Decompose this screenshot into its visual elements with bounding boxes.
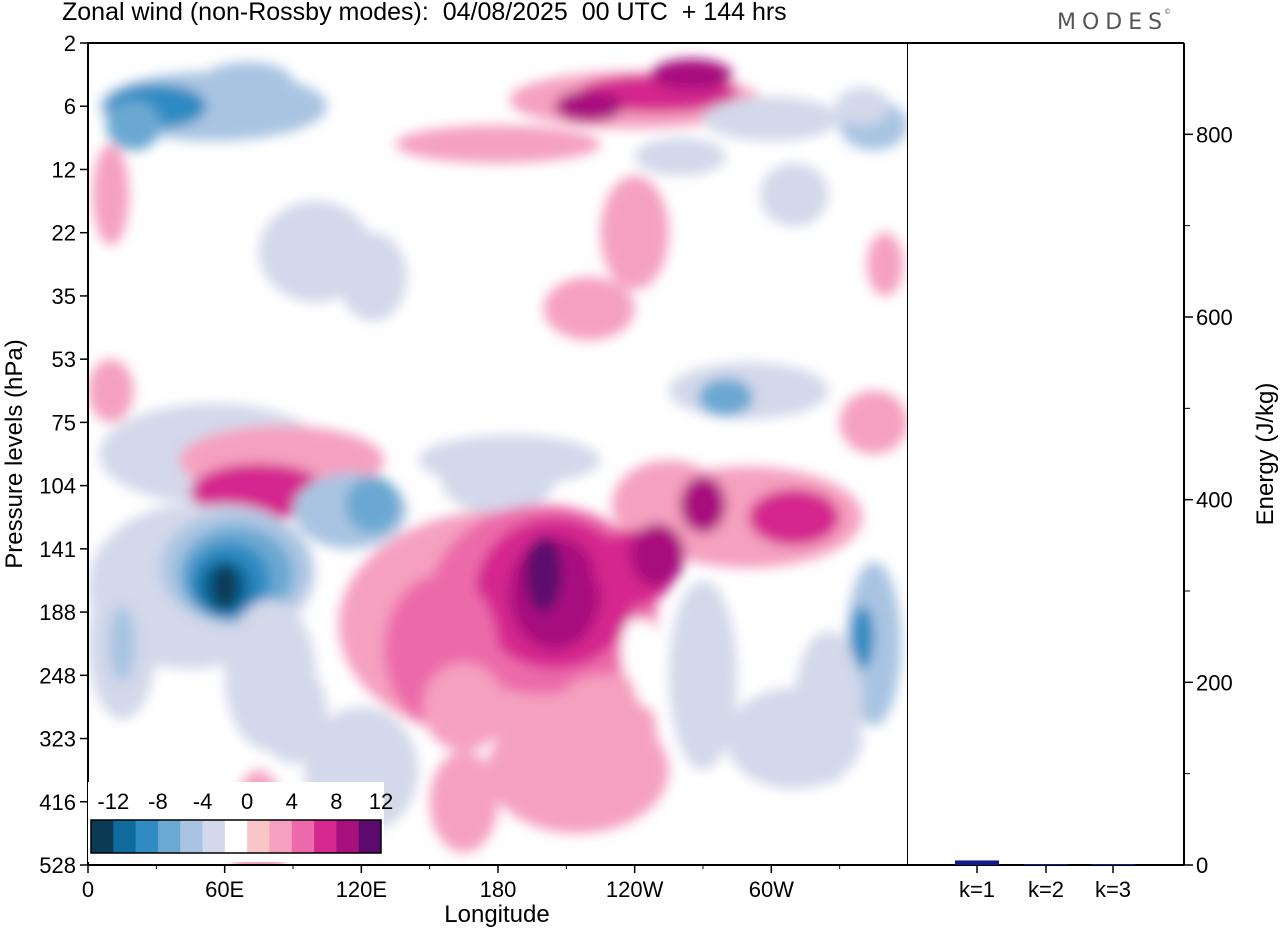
colorbar-swatch [291, 820, 315, 853]
wind-contour [621, 618, 649, 682]
y-tick-label: 35 [52, 284, 76, 309]
colorbar-swatch [180, 820, 204, 853]
energy-tick-label: 800 [1196, 122, 1233, 147]
colorbar-label: 8 [330, 789, 342, 814]
wind-contour [835, 87, 890, 126]
colorbar-swatch [314, 820, 337, 853]
colorbar: -12 -8 -4 0 4 8 12 [88, 782, 393, 862]
wind-contour [211, 564, 239, 609]
colorbar-swatch [358, 820, 382, 853]
colorbar-label: 4 [286, 789, 298, 814]
pressure-axis: 2 6 12 22 35 53 75 104 141 188 248 323 416 528 [39, 31, 88, 878]
energy-tick-label: 400 [1196, 488, 1233, 513]
energy-tick-label: 600 [1196, 305, 1233, 330]
colorbar-swatch [91, 820, 114, 853]
energy-bar [1024, 864, 1068, 865]
longitude-axis: 0 60E 120E 180 120W 60W [82, 865, 841, 902]
energy-category-label: k=3 [1095, 877, 1131, 902]
colorbar-swatch [157, 820, 181, 853]
x-tick-label: 120W [606, 877, 664, 902]
wind-contour [525, 536, 562, 613]
wind-contour [748, 488, 840, 546]
wind-contour [650, 58, 733, 91]
wind-contour [486, 706, 669, 834]
wind-contour [839, 390, 908, 454]
energy-bar [955, 860, 999, 865]
wind-contour [429, 751, 499, 853]
y-tick-label: 53 [52, 347, 76, 372]
y-tick-label: 75 [52, 410, 76, 435]
x-tick-label: 120E [336, 877, 387, 902]
wind-contour [668, 580, 738, 771]
x-tick-label: 180 [480, 877, 517, 902]
wind-contour [634, 137, 726, 176]
colorbar-label: -8 [148, 789, 168, 814]
wind-contours [88, 58, 908, 865]
energy-category-label: k=1 [959, 877, 995, 902]
y-tick-label: 188 [39, 600, 76, 625]
y-tick-label: 12 [52, 157, 76, 182]
energy-category-label: k=2 [1028, 877, 1064, 902]
wind-contour [851, 605, 874, 669]
y-tick-label: 528 [39, 853, 76, 878]
colorbar-swatch [224, 820, 248, 853]
y-tick-label: 2 [64, 31, 76, 56]
x-tick-label: 0 [82, 877, 94, 902]
wind-contour [395, 125, 601, 164]
colorbar-swatch [202, 820, 226, 853]
colorbar-swatch [269, 820, 293, 853]
wind-contour [441, 444, 555, 515]
y-tick-label: 6 [64, 94, 76, 119]
colorbar-swatch [336, 820, 360, 853]
wind-contour [422, 662, 505, 752]
colorbar-swatch [247, 820, 270, 853]
colorbar-label: -12 [97, 789, 129, 814]
wind-contour [600, 175, 669, 290]
wind-contour [201, 61, 293, 100]
x-axis-label: Longitude [444, 901, 549, 928]
energy-tick-label: 0 [1196, 853, 1208, 878]
colorbar-label: 0 [241, 789, 253, 814]
wind-contour [106, 99, 161, 151]
heatmap [88, 43, 908, 865]
wind-contour [88, 359, 134, 423]
y-tick-label: 416 [39, 790, 76, 815]
wind-contour [258, 662, 328, 764]
y-tick-label: 141 [39, 537, 76, 562]
energy-bar-chart: 0 200 400 600 800 k=1 k=2 k=3 [955, 122, 1233, 902]
x-tick-label: 60E [205, 877, 244, 902]
y-tick-label: 248 [39, 663, 76, 688]
y-tick-label: 22 [52, 221, 76, 246]
wind-contour [630, 523, 685, 587]
wind-contour [543, 276, 635, 341]
y-axis-label: Pressure levels (hPa) [1, 339, 28, 568]
wind-contour [759, 163, 829, 227]
wind-contour [725, 687, 863, 790]
logo-text: MODES [1057, 10, 1169, 35]
energy-axis-label: Energy (J/kg) [1252, 383, 1279, 526]
wind-contour [338, 232, 407, 322]
wind-contour [554, 90, 624, 123]
wind-contour [698, 378, 754, 417]
wind-contour [703, 96, 840, 142]
y-tick-label: 104 [39, 474, 76, 499]
colorbar-swatch [113, 820, 137, 853]
chart-title: Zonal wind (non-Rossby modes): 04/08/202… [62, 0, 787, 26]
wind-contour [92, 144, 129, 246]
colorbar-label: -4 [193, 789, 213, 814]
wind-contour [108, 605, 136, 682]
x-tick-label: 60W [749, 877, 794, 902]
wind-contour [680, 476, 726, 534]
energy-bar [1091, 864, 1135, 865]
y-tick-label: 323 [39, 727, 76, 752]
modes-logo: MODES© [1057, 8, 1172, 35]
wind-contour [345, 476, 401, 534]
colorbar-label: 12 [369, 789, 393, 814]
energy-tick-label: 200 [1196, 670, 1233, 695]
colorbar-swatch [135, 820, 159, 853]
wind-contour [867, 232, 904, 296]
